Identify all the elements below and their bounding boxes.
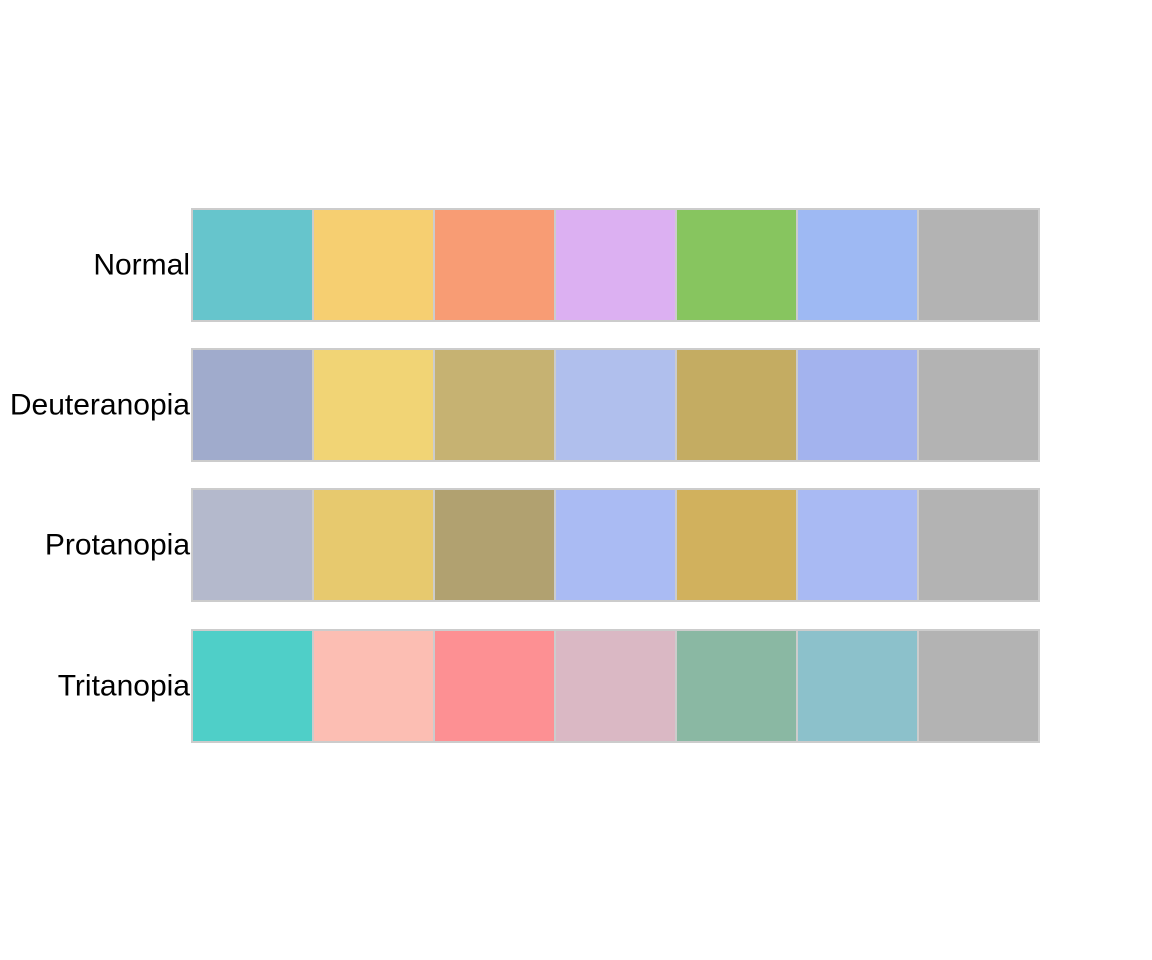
swatch-deuteranopia-4 (554, 348, 677, 462)
row-label-protanopia: Protanopia (45, 529, 190, 562)
row-label-tritanopia: Tritanopia (58, 670, 191, 703)
swatch-protanopia-2 (312, 488, 435, 602)
swatch-protanopia-5 (675, 488, 798, 602)
swatch-normal-3 (433, 208, 556, 322)
palette-row-normal (191, 208, 1040, 322)
swatch-protanopia-6 (796, 488, 919, 602)
swatch-protanopia-1 (191, 488, 314, 602)
swatch-tritanopia-7 (917, 629, 1040, 743)
swatch-deuteranopia-2 (312, 348, 435, 462)
swatch-normal-6 (796, 208, 919, 322)
swatch-protanopia-7 (917, 488, 1040, 602)
swatch-normal-2 (312, 208, 435, 322)
palette-row-protanopia (191, 488, 1040, 602)
swatch-normal-5 (675, 208, 798, 322)
swatch-tritanopia-5 (675, 629, 798, 743)
swatch-protanopia-3 (433, 488, 556, 602)
swatch-tritanopia-2 (312, 629, 435, 743)
swatch-tritanopia-4 (554, 629, 677, 743)
swatch-deuteranopia-3 (433, 348, 556, 462)
swatch-normal-1 (191, 208, 314, 322)
swatch-protanopia-4 (554, 488, 677, 602)
row-label-normal: Normal (93, 249, 190, 282)
swatch-normal-7 (917, 208, 1040, 322)
swatch-deuteranopia-7 (917, 348, 1040, 462)
palette-row-tritanopia (191, 629, 1040, 743)
swatch-tritanopia-1 (191, 629, 314, 743)
swatch-tritanopia-6 (796, 629, 919, 743)
swatch-tritanopia-3 (433, 629, 556, 743)
swatch-normal-4 (554, 208, 677, 322)
swatch-deuteranopia-1 (191, 348, 314, 462)
row-label-deuteranopia: Deuteranopia (10, 389, 190, 422)
swatch-deuteranopia-5 (675, 348, 798, 462)
swatch-deuteranopia-6 (796, 348, 919, 462)
palette-row-deuteranopia (191, 348, 1040, 462)
